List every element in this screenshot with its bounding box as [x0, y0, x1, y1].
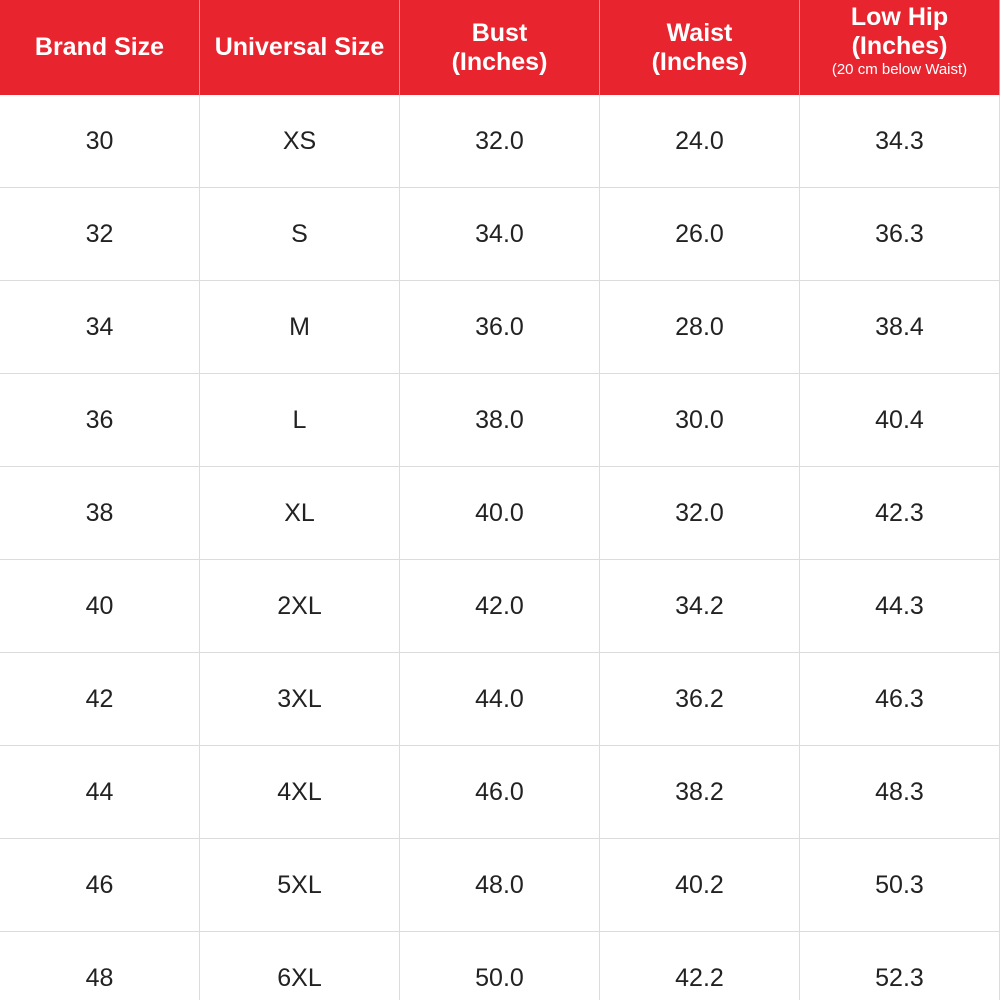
table-cell: 44.0	[400, 653, 600, 746]
header-cell: Bust (Inches)	[400, 0, 600, 95]
table-cell: 38.0	[400, 374, 600, 467]
table-cell: 42.2	[600, 932, 800, 1000]
table-cell: 42.0	[400, 560, 600, 653]
table-cell: 32	[0, 188, 200, 281]
table-cell: XS	[200, 95, 400, 188]
table-cell: 46	[0, 839, 200, 932]
table-cell: 50.3	[800, 839, 1000, 932]
table-cell: 34.3	[800, 95, 1000, 188]
table-cell: 40	[0, 560, 200, 653]
table-cell: 38	[0, 467, 200, 560]
table-cell: 4XL	[200, 746, 400, 839]
table-cell: 40.4	[800, 374, 1000, 467]
table-cell: L	[200, 374, 400, 467]
header-cell: Universal Size	[200, 0, 400, 95]
table-cell: 40.0	[400, 467, 600, 560]
table-cell: 36.0	[400, 281, 600, 374]
header-text: (Inches)	[651, 47, 748, 76]
table-cell: 48.0	[400, 839, 600, 932]
table-cell: 34.2	[600, 560, 800, 653]
table-cell: 38.4	[800, 281, 1000, 374]
table-cell: 48.3	[800, 746, 1000, 839]
table-cell: 28.0	[600, 281, 800, 374]
table-cell: 34	[0, 281, 200, 374]
table-cell: 42.3	[800, 467, 1000, 560]
table-cell: 50.0	[400, 932, 600, 1000]
table-cell: 46.0	[400, 746, 600, 839]
table-cell: 48	[0, 932, 200, 1000]
header-cell: Brand Size	[0, 0, 200, 95]
header-text: (Inches)	[851, 31, 948, 60]
table-cell: XL	[200, 467, 400, 560]
table-cell: 38.2	[600, 746, 800, 839]
header-note: (20 cm below Waist)	[831, 60, 968, 78]
header-text: Universal Size	[214, 33, 385, 61]
header-text: Bust	[471, 18, 528, 47]
table-cell: 3XL	[200, 653, 400, 746]
table-cell: 44	[0, 746, 200, 839]
header-text: Low Hip	[850, 2, 949, 31]
table-cell: 36.2	[600, 653, 800, 746]
table-cell: 34.0	[400, 188, 600, 281]
header-text: Brand Size	[34, 33, 165, 61]
table-cell: M	[200, 281, 400, 374]
table-cell: 30.0	[600, 374, 800, 467]
table-cell: 52.3	[800, 932, 1000, 1000]
table-cell: S	[200, 188, 400, 281]
table-cell: 46.3	[800, 653, 1000, 746]
table-cell: 36	[0, 374, 200, 467]
table-cell: 40.2	[600, 839, 800, 932]
table-cell: 24.0	[600, 95, 800, 188]
table-cell: 30	[0, 95, 200, 188]
table-cell: 36.3	[800, 188, 1000, 281]
header-text: (Inches)	[451, 47, 548, 76]
table-cell: 32.0	[400, 95, 600, 188]
table-cell: 5XL	[200, 839, 400, 932]
table-cell: 32.0	[600, 467, 800, 560]
table-cell: 44.3	[800, 560, 1000, 653]
table-cell: 42	[0, 653, 200, 746]
table-cell: 6XL	[200, 932, 400, 1000]
header-cell: Low Hip (Inches) (20 cm below Waist)	[800, 0, 1000, 95]
table-cell: 2XL	[200, 560, 400, 653]
header-cell: Waist (Inches)	[600, 0, 800, 95]
table-cell: 26.0	[600, 188, 800, 281]
header-text: Waist	[666, 18, 733, 47]
